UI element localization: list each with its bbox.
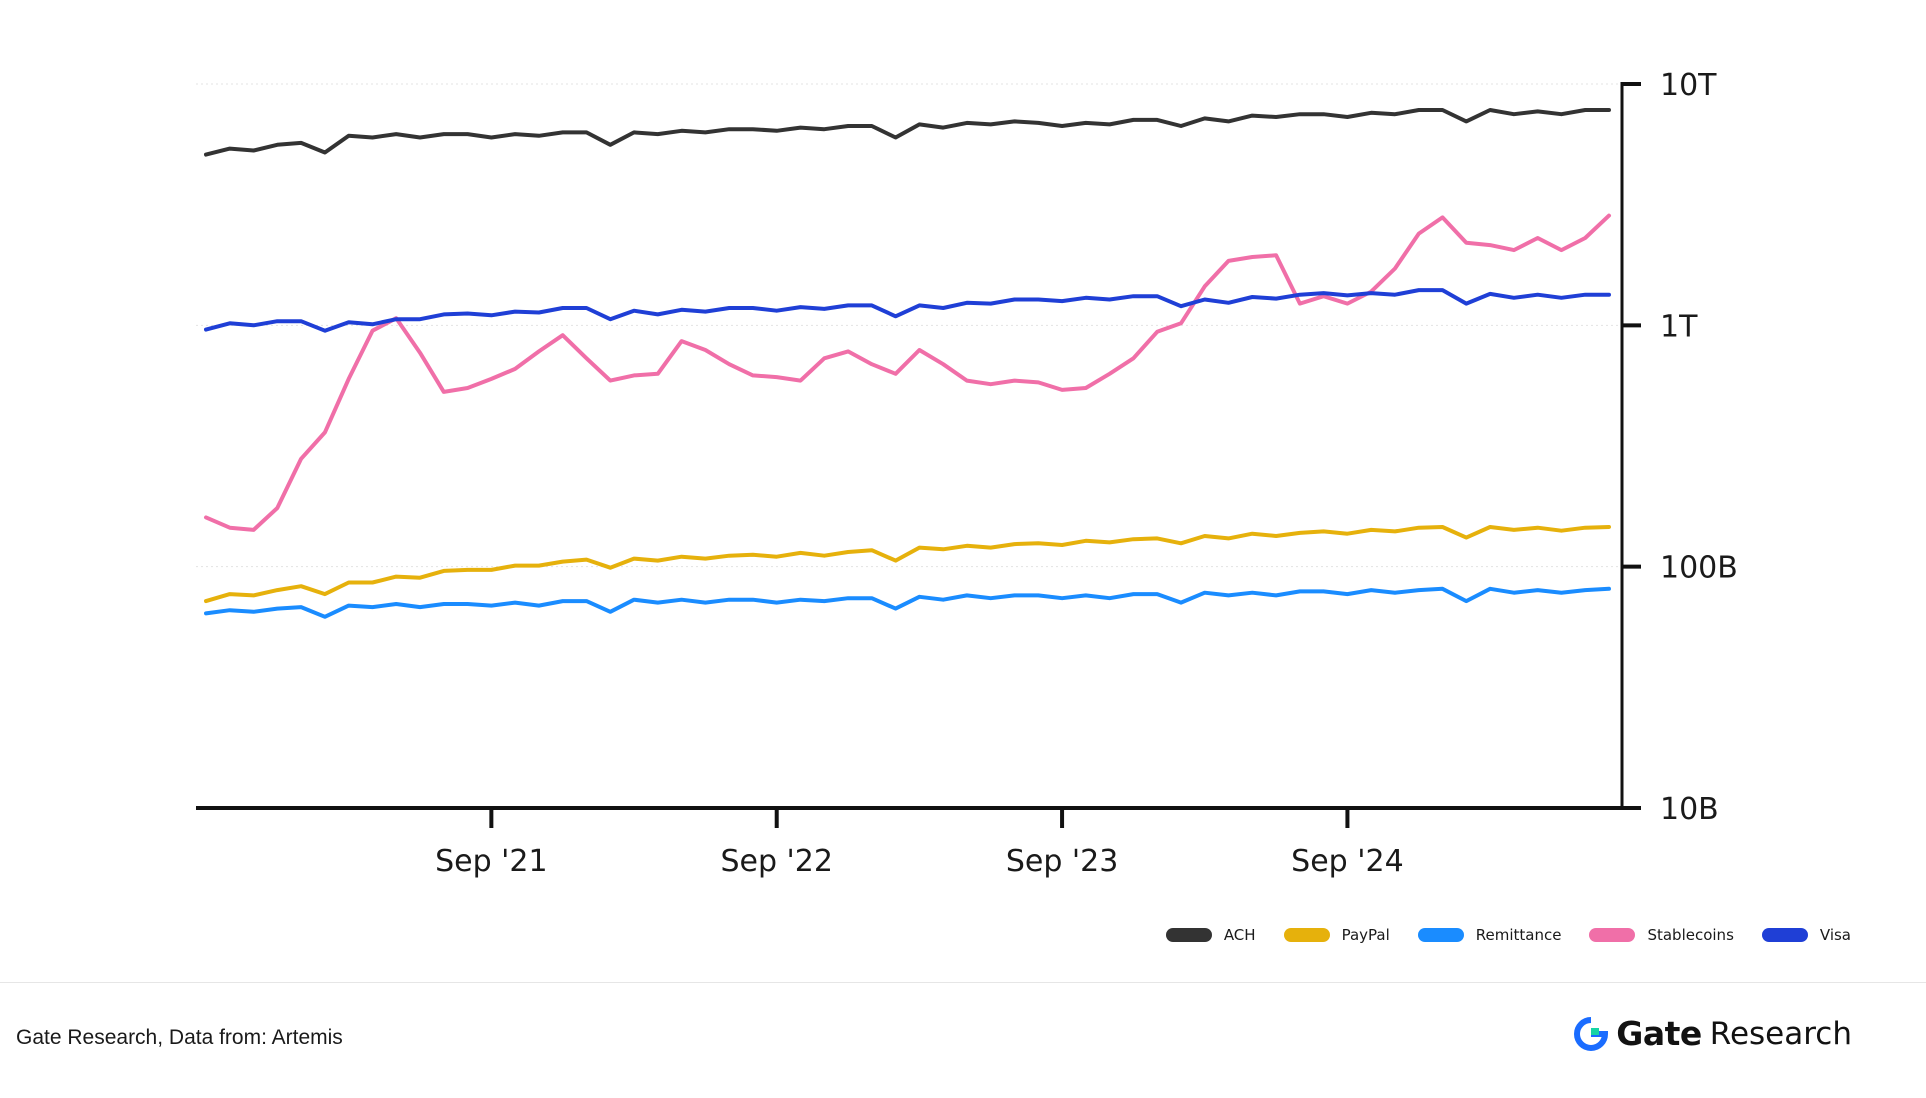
brand-subtitle: Research xyxy=(1709,1015,1852,1052)
legend-swatch-visa xyxy=(1761,928,1808,942)
x-tick-label-2: Sep '23 xyxy=(1006,844,1119,879)
series-line-paypal xyxy=(204,525,1611,604)
x-tick-label-0: Sep '21 xyxy=(435,844,548,879)
gate-logo-icon xyxy=(1574,1016,1609,1051)
legend-item-remittance: Remittance xyxy=(1417,926,1562,944)
data-source-note: Gate Research, Data from: Artemis xyxy=(16,1026,343,1049)
legend-item-stablecoins: Stablecoins xyxy=(1589,926,1734,944)
chart-legend: ACH PayPal Remittance Stablecoins Visa xyxy=(1165,926,1851,944)
y-tick-label-1: 1T xyxy=(1660,309,1698,344)
x-tick-label-3: Sep '24 xyxy=(1291,844,1404,879)
x-tick-label-1: Sep '22 xyxy=(720,844,833,879)
footer-divider xyxy=(0,982,1926,983)
legend-label: ACH xyxy=(1223,926,1256,944)
series-line-ach xyxy=(204,108,1611,157)
legend-label: PayPal xyxy=(1341,926,1390,944)
y-tick-label-3: 10B xyxy=(1660,792,1719,827)
y-tick-label-0: 10T xyxy=(1660,68,1717,103)
legend-item-paypal: PayPal xyxy=(1283,926,1390,944)
legend-swatch-stablecoins xyxy=(1589,928,1636,942)
legend-swatch-ach xyxy=(1165,928,1212,942)
series-line-stablecoins xyxy=(204,213,1611,532)
legend-swatch-paypal xyxy=(1283,928,1330,942)
brand-name: Gate xyxy=(1616,1014,1702,1053)
legend-label: Stablecoins xyxy=(1647,926,1734,944)
series-line-remittance xyxy=(204,586,1611,619)
legend-label: Visa xyxy=(1819,926,1851,944)
brand-logo: Gate Research xyxy=(1574,1014,1852,1053)
legend-item-visa: Visa xyxy=(1761,926,1851,944)
legend-swatch-remittance xyxy=(1417,928,1464,942)
legend-item-ach: ACH xyxy=(1165,926,1256,944)
legend-label: Remittance xyxy=(1475,926,1562,944)
y-tick-label-2: 100B xyxy=(1660,551,1738,586)
series-line-visa xyxy=(204,288,1611,333)
